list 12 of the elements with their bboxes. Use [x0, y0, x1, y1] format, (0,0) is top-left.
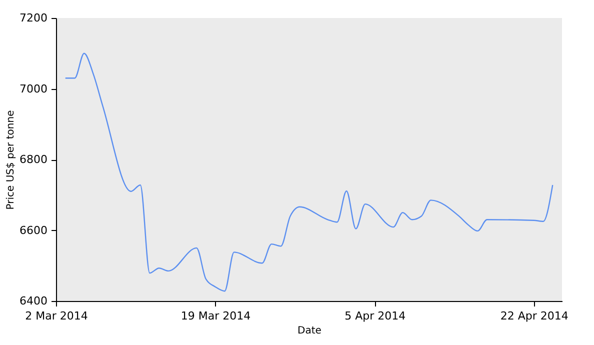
line-series — [64, 52, 554, 292]
x-tick-label: 5 Apr 2014 — [344, 310, 406, 322]
y-axis-title: Price US$ per tonne — [6, 110, 17, 210]
x-tick-label: 22 Apr 2014 — [500, 310, 568, 322]
y-tick-label: 6800 — [20, 153, 48, 166]
y-tick-label: 7000 — [20, 82, 48, 96]
x-tick-label: 2 Mar 2014 — [25, 310, 88, 322]
x-tick-label: 19 Mar 2014 — [180, 310, 251, 322]
y-tick-label: 6600 — [20, 224, 48, 237]
y-tick-label: 6400 — [20, 294, 48, 308]
y-tick-label: 7200 — [20, 12, 48, 24]
x-axis-title: Date — [298, 326, 322, 336]
